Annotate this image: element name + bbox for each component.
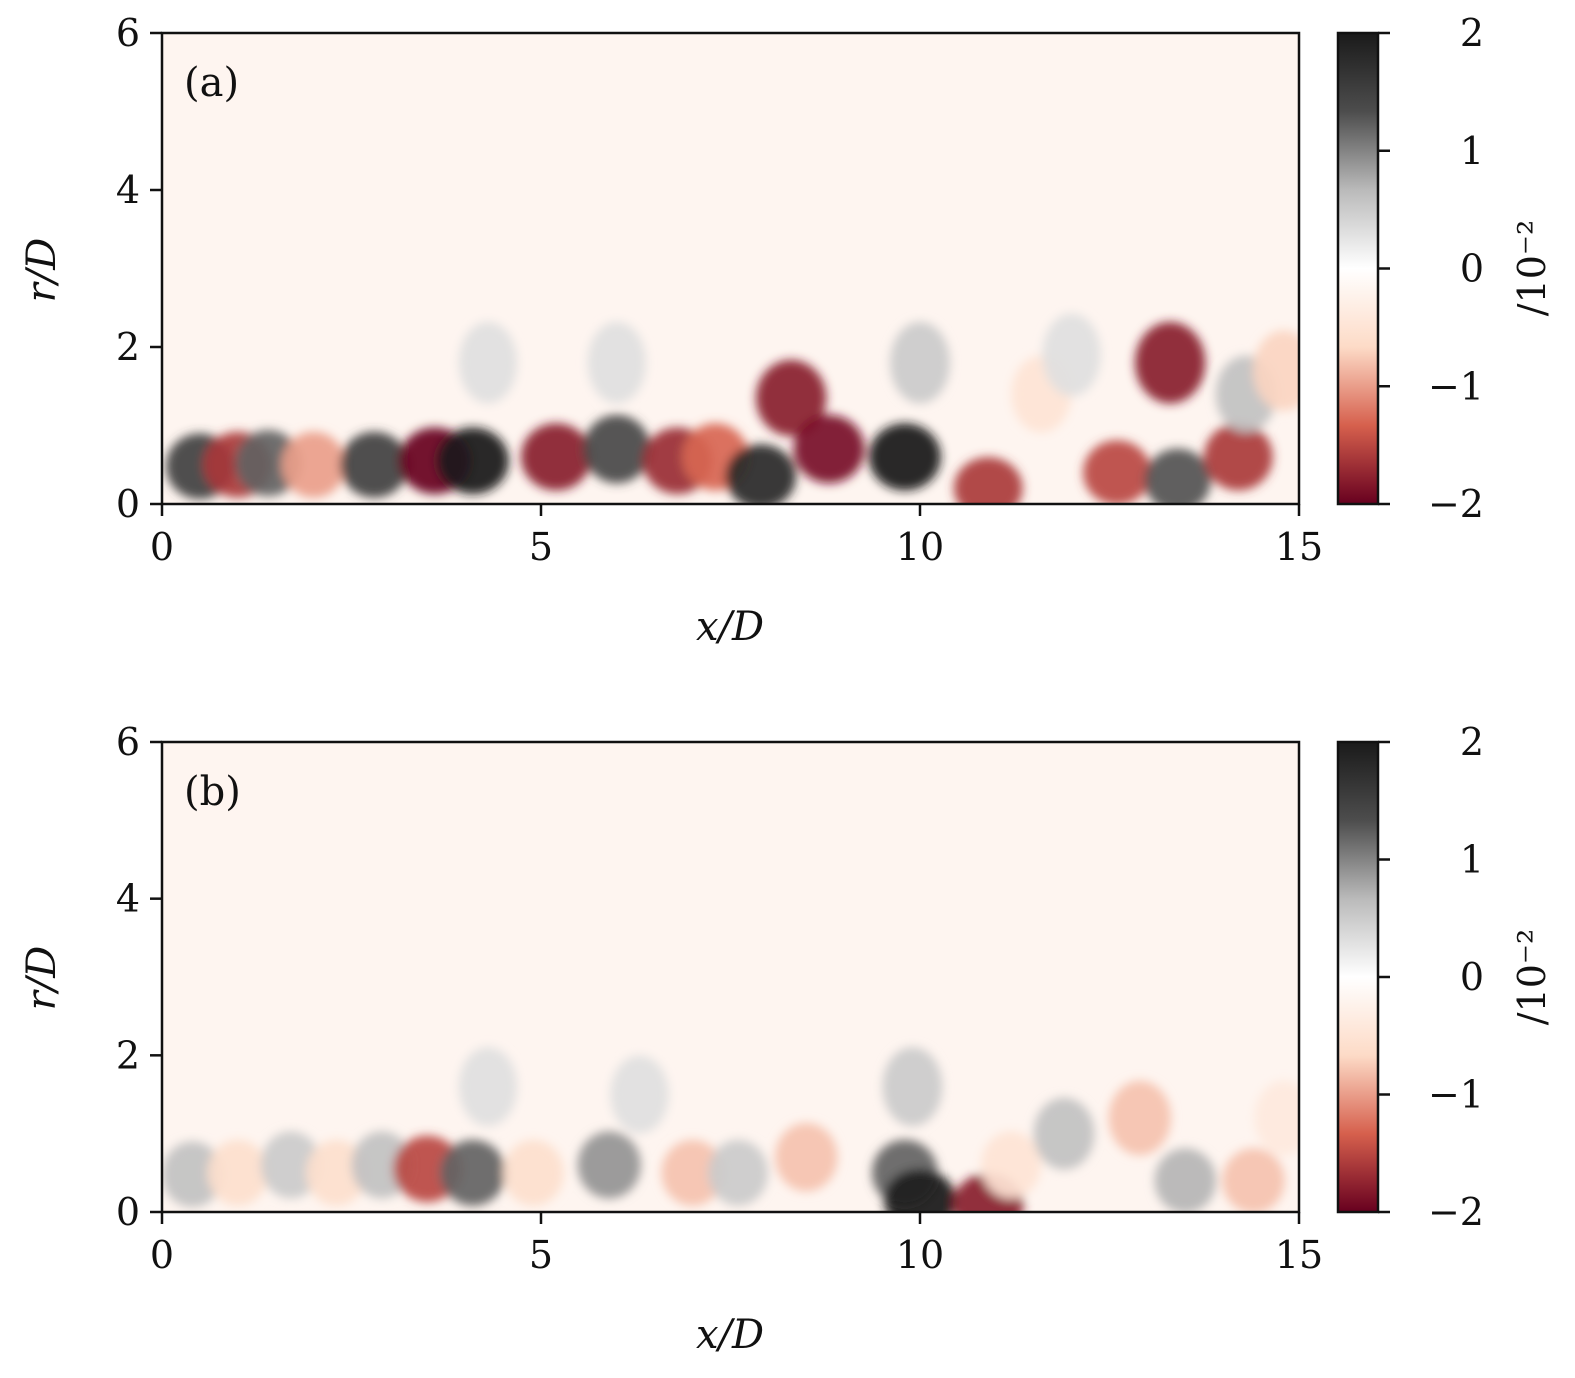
heatmap-cell [1144,448,1211,504]
y-tick-label: 4 [116,877,140,921]
heatmap-cell [1042,313,1101,397]
y-axis-a: 0 2 4 6 [116,11,162,526]
colorbar-tick-label: −2 [1428,1190,1484,1234]
colorbar-tick-label: 2 [1460,11,1484,55]
colorbar-ticks-a: 2 1 0 −1 −2 [1378,11,1484,526]
x-tick-label: 5 [529,1233,553,1277]
colorbar-tick-label: −1 [1428,1073,1484,1117]
x-tick-label: 10 [896,525,944,569]
colorbar-a [1336,31,1380,506]
y-tick-label: 2 [116,1033,140,1077]
heatmap-cell [868,423,941,491]
colorbar-b [1336,740,1380,1214]
panel-label-a: (a) [184,60,239,106]
colorbar-tick-label: 0 [1460,955,1484,999]
panel-label-b: (b) [184,769,241,815]
colorbar-tick-label: −2 [1428,482,1484,526]
x-axis-title-b: x/D [696,1312,764,1358]
heatmap-cell [503,1139,564,1206]
x-tick-label: 15 [1275,525,1323,569]
x-axis-b: 0 5 10 15 [150,1212,1323,1277]
heatmap-cell [775,1122,838,1192]
colorbar-ticks-b: 2 1 0 −1 −2 [1378,720,1484,1234]
heatmap-cell [1033,1097,1095,1170]
colorbar-tick-label: 2 [1460,720,1484,764]
heatmap-cell [1154,1148,1217,1212]
x-tick-label: 5 [529,525,553,569]
heatmap-cell [583,414,651,484]
y-tick-label: 0 [116,482,140,526]
heatmap-cell [162,1141,223,1208]
heatmap-cell [882,1047,943,1127]
y-axis-title-a: r/D [19,238,65,303]
x-tick-label: 0 [150,1233,174,1277]
heatmap-cell [305,1139,367,1206]
x-axis-a: 0 5 10 15 [150,504,1323,569]
heatmap-cell [610,1055,669,1134]
heatmap-cell [458,321,518,404]
y-tick-label: 6 [116,11,140,55]
x-tick-label: 0 [150,525,174,569]
heatmap-cell [1203,423,1273,491]
heatmap-cell [1108,1080,1172,1156]
heatmap-cell [1134,321,1206,404]
heatmap-cell [890,321,950,404]
plot-frame-a [160,31,1301,506]
heatmap-cell [520,423,592,491]
heatmap-cell [281,431,346,498]
heatmap-cell [725,444,797,504]
colorbar-unit-a: /10⁻² [1510,220,1554,316]
y-tick-label: 6 [116,720,140,764]
heatmap-cell [439,1139,506,1206]
plot-area-a [162,33,1299,504]
heatmap-cell [577,1131,641,1199]
x-tick-label: 10 [896,1233,944,1277]
heatmap-cell [260,1131,321,1199]
x-axis-title-a: x/D [696,604,764,650]
heatmap-cell [884,1169,956,1212]
heatmap-cell [340,431,409,498]
heatmap-layer-b [162,1047,1299,1212]
heatmap-layer-a [165,313,1299,504]
heatmap-cell [207,1139,269,1206]
x-tick-label: 15 [1275,1233,1323,1277]
heatmap-cell [436,427,509,495]
heatmap-cell [793,414,865,484]
y-tick-label: 2 [116,325,140,369]
heatmap-cells-b [162,1047,1299,1212]
heatmap-cell [661,1139,724,1206]
y-tick-label: 0 [116,1190,140,1234]
heatmap-cells-a [165,313,1299,504]
plot-area-b [162,742,1299,1212]
heatmap-cell [235,430,301,497]
colorbar-unit-b: /10⁻² [1510,929,1554,1025]
colorbar-tick-label: 1 [1460,838,1484,882]
heatmap-cell [755,359,827,437]
y-axis-title-b: r/D [19,946,65,1011]
heatmap-cell [980,1131,1041,1199]
heatmap-cell [458,1047,518,1127]
plot-frame-b [160,740,1301,1214]
colorbar-tick-label: −1 [1428,364,1484,408]
heatmap-cell [587,321,646,404]
colorbar-tick-label: 0 [1460,247,1484,291]
heatmap-cell [1254,1080,1299,1156]
heatmap-cell [953,457,1023,504]
heatmap-cell [708,1139,769,1206]
y-tick-label: 4 [116,168,140,212]
heatmap-cell [1222,1148,1285,1212]
colorbar-tick-label: 1 [1460,129,1484,173]
y-axis-b: 0 2 4 6 [116,720,162,1234]
heatmap-cell [1253,330,1299,411]
heatmap-cell [1083,440,1152,504]
